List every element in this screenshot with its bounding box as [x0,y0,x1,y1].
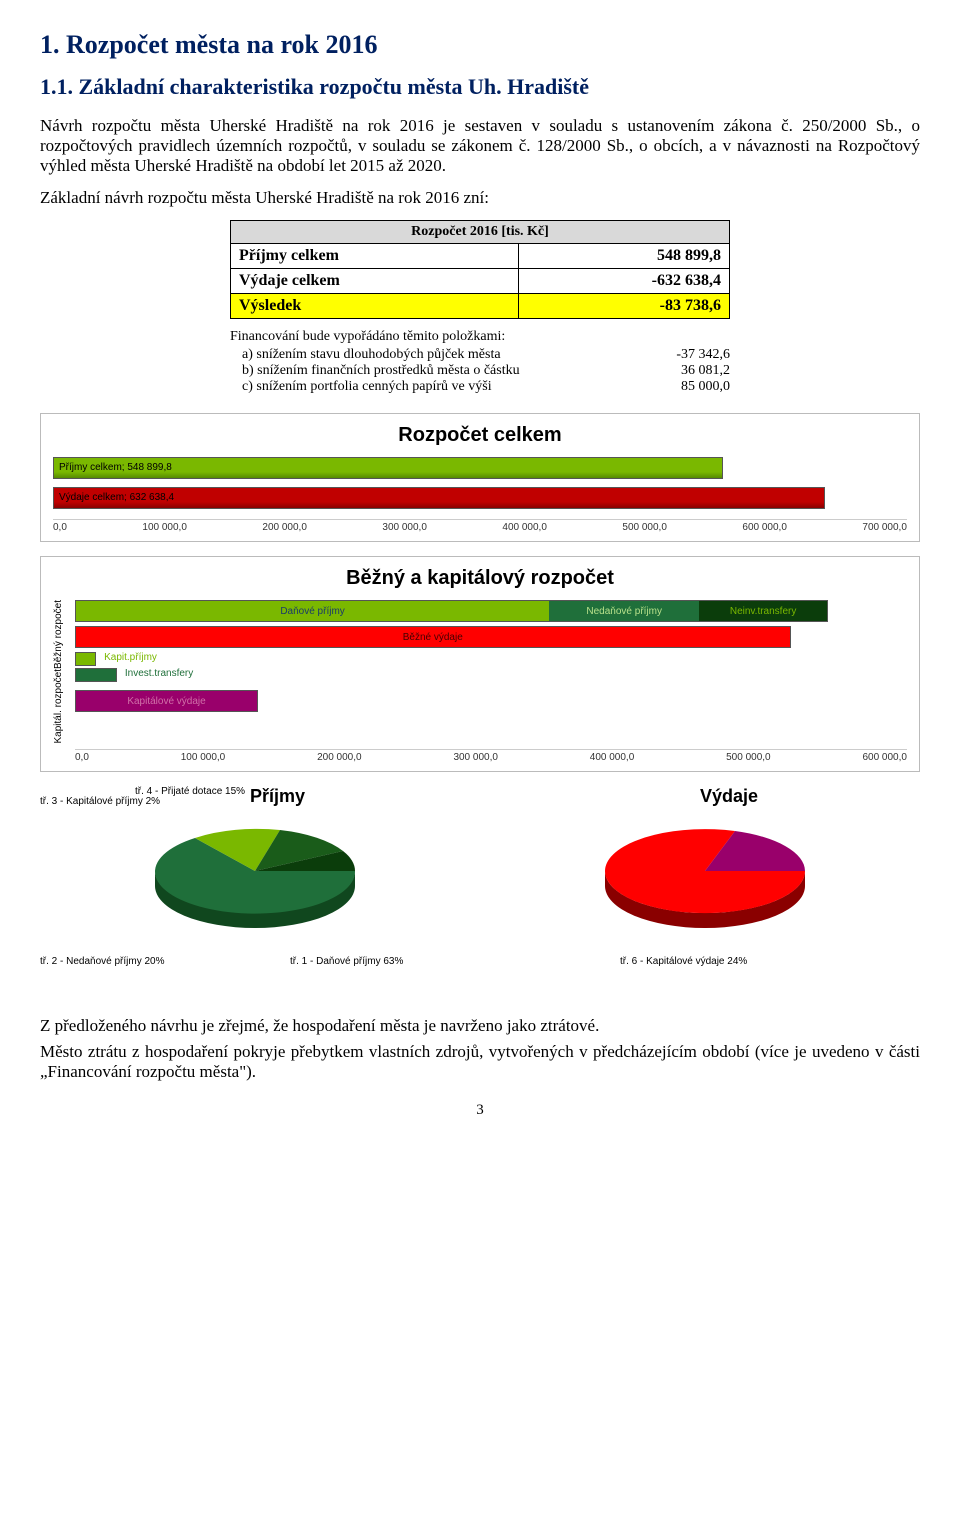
chart-bar-row: Kapit.příjmy Invest.transfery [75,652,907,686]
chart-bar-label: Kapit.příjmy [104,652,157,663]
axis-tick: 300 000,0 [453,752,498,763]
pie-label: tř. 3 - Kapitálové příjmy 2% [40,796,160,807]
chart-bar-row: Běžné výdaje [75,626,907,648]
axis-tick: 400 000,0 [590,752,635,763]
section-heading: 1. Rozpočet města na rok 2016 [40,30,920,60]
axis-tick: 100 000,0 [181,752,226,763]
chart-bar-segment: Běžné výdaje [76,627,790,647]
chart-current-capital: Běžný a kapitálový rozpočet Běžný rozpoč… [40,556,920,772]
financing-block: Financování bude vypořádáno těmito polož… [230,329,730,395]
chart-bar-row: Kapitálové výdaje [75,690,907,712]
section-title: Rozpočet města na rok 2016 [66,30,377,59]
pie-label: tř. 2 - Nedaňové příjmy 20% [40,956,165,967]
closing-paragraph-1: Z předloženého návrhu je zřejmé, že hosp… [40,1016,920,1036]
chart-bar-label: Příjmy celkem; 548 899,8 [59,462,172,473]
axis-tick: 700 000,0 [862,522,907,533]
budget-summary-table: Rozpočet 2016 [tis. Kč] Příjmy celkem 54… [230,220,730,319]
axis-tick: 100 000,0 [142,522,187,533]
chart-bar-segment: Kapitálové výdaje [76,691,257,711]
closing-paragraph-2: Město ztrátu z hospodaření pokryje přeby… [40,1042,920,1082]
section-number: 1. [40,30,60,59]
paragraph-intro-1: Návrh rozpočtu města Uherské Hradiště na… [40,116,920,176]
financing-value: 36 081,2 [681,363,730,379]
pie-title: Výdaje [700,786,758,807]
chart-total-budget: Rozpočet celkem Příjmy celkem; 548 899,8… [40,413,920,542]
table-row-value: -632 638,4 [519,269,730,294]
financing-label: c) snížením portfolia cenných papírů ve … [230,379,492,395]
chart-axis: 0,0 100 000,0 200 000,0 300 000,0 400 000,0 5… [75,749,907,763]
axis-tick: 300 000,0 [382,522,427,533]
table-row-label: Příjmy celkem [231,244,519,269]
pie-label: tř. 4 - Přijaté dotace 15% [135,786,245,797]
subsection-title: Základní charakteristika rozpočtu města … [79,74,589,99]
axis-tick: 600 000,0 [862,752,907,763]
chart-bar: Příjmy celkem; 548 899,8 [53,457,907,483]
chart-bar-label: Invest.transfery [125,668,193,679]
chart-bar-segment: Nedaňové příjmy [549,601,699,621]
chart-bar-segment [75,652,96,666]
axis-tick: 500 000,0 [726,752,771,763]
axis-tick: 600 000,0 [742,522,787,533]
chart-axis: 0,0 100 000,0 200 000,0 300 000,0 400 000,0 5… [53,519,907,533]
axis-tick: 200 000,0 [262,522,307,533]
financing-value: 85 000,0 [681,379,730,395]
chart-bar-segment [75,668,117,682]
financing-value: -37 342,6 [676,347,730,363]
axis-tick: 200 000,0 [317,752,362,763]
axis-tick: 0,0 [53,522,67,533]
pie-income-svg [125,786,385,946]
chart-bar-row: Daňové příjmyNedaňové příjmyNeinv.transf… [75,600,907,622]
financing-label: b) snížením finančních prostředků města … [230,363,520,379]
table-row-value: 548 899,8 [519,244,730,269]
financing-row: c) snížením portfolia cenných papírů ve … [230,379,730,395]
page-number: 3 [40,1102,920,1119]
financing-title: Financování bude vypořádáno těmito polož… [230,329,730,345]
subsection-heading: 1.1. Základní charakteristika rozpočtu m… [40,74,920,100]
pie-pair: Příjmy tř. 3 - Kapitálové příjmy 2%tř. 4… [40,786,920,986]
paragraph-intro-2: Základní návrh rozpočtu města Uherské Hr… [40,188,920,208]
pie-expense-svg [575,786,835,946]
chart-ylabel: Běžný rozpočet [53,600,69,669]
pie-label: tř. 6 - Kapitálové výdaje 24% [620,956,747,967]
pie-label: tř. 1 - Daňové příjmy 63% [290,956,403,967]
financing-label: a) snížením stavu dlouhodobých půjček mě… [230,347,501,363]
axis-tick: 400 000,0 [502,522,547,533]
chart-title: Rozpočet celkem [53,424,907,447]
subsection-number: 1.1. [40,74,73,99]
table-caption: Rozpočet 2016 [tis. Kč] [231,221,730,244]
axis-tick: 500 000,0 [622,522,667,533]
table-row-label: Výdaje celkem [231,269,519,294]
financing-row: b) snížením finančních prostředků města … [230,363,730,379]
chart-ylabel: Kapitál. rozpočet [53,669,69,744]
pie-title: Příjmy [250,786,305,807]
pie-expense: Výdaje tř. 6 - Kapitálové výdaje 24% [490,786,920,986]
chart-bar: Výdaje celkem; 632 638,4 [53,487,907,513]
chart-title: Běžný a kapitálový rozpočet [53,567,907,590]
table-result-label: Výsledek [231,294,519,319]
chart-bar-segment: Daňové příjmy [76,601,549,621]
table-result-value: -83 738,6 [519,294,730,319]
pie-income: Příjmy tř. 3 - Kapitálové příjmy 2%tř. 4… [40,786,470,986]
axis-tick: 0,0 [75,752,89,763]
chart-bar-segment: Neinv.transfery [699,601,827,621]
chart-bar-label: Výdaje celkem; 632 638,4 [59,492,174,503]
financing-row: a) snížením stavu dlouhodobých půjček mě… [230,347,730,363]
